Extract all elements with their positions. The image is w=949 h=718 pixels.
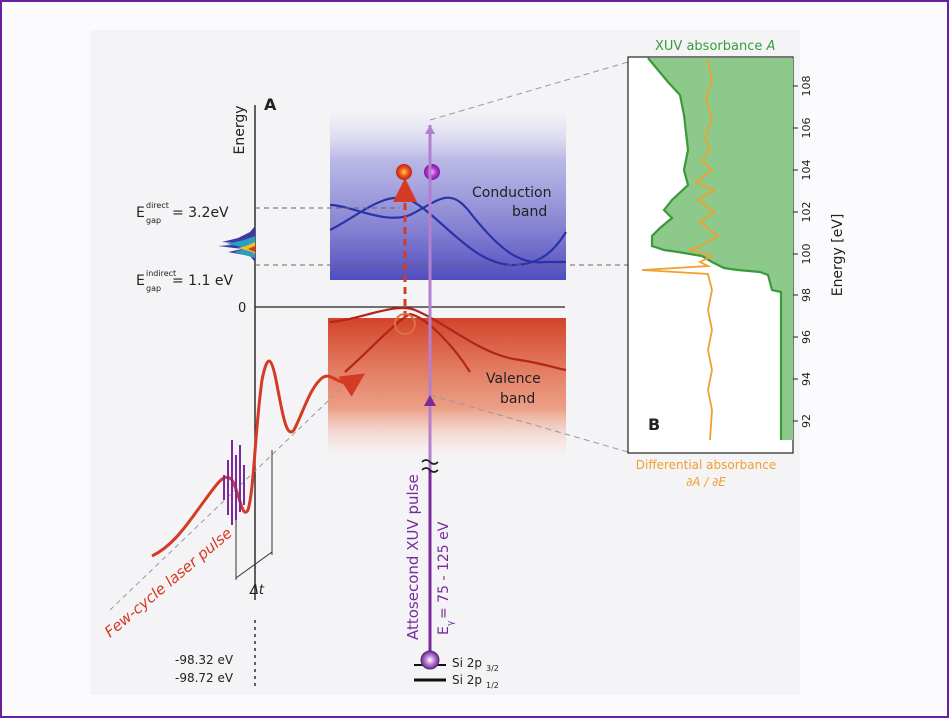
svg-text:= 3.2eV: = 3.2eV [172, 205, 229, 221]
tick-106: 106 [800, 118, 813, 139]
svg-text:= 1.1 eV: = 1.1 eV [172, 273, 234, 289]
tick-92: 92 [800, 414, 813, 428]
axis-break-mark [421, 459, 439, 473]
svg-text:3/2: 3/2 [486, 664, 499, 673]
differential-absorbance-curve [641, 59, 720, 441]
svg-text:indirect: indirect [146, 269, 176, 278]
absorbance-title: XUV absorbance A [655, 39, 775, 54]
xuv-arrow-head [425, 125, 435, 134]
xuv-pulse-label: Attosecond XUV pulse [404, 474, 422, 640]
conduction-band-curve-1 [329, 196, 567, 267]
delay-label: Δt [249, 583, 265, 598]
conduction-band-region [330, 95, 566, 280]
delay-bracket [235, 551, 273, 579]
core-hole-icon [420, 650, 440, 670]
energy-tick-labels: 92 94 96 98 100 102 104 106 108 [800, 76, 813, 429]
svg-text:gap: gap [146, 216, 161, 225]
svg-text:Si 2p: Si 2p [452, 673, 482, 687]
zoom-connector-top [429, 61, 629, 121]
excited-electron-red [396, 164, 412, 180]
panel-a-label: A [264, 95, 277, 114]
panel-b-axis-label: Energy [eV] [830, 214, 846, 297]
tick-94: 94 [800, 372, 813, 386]
conduction-band-label: Conduction [472, 185, 552, 201]
panel-b-label: B [648, 415, 660, 434]
tick-98: 98 [800, 288, 813, 302]
core-energy-3-2: -98.32 eV [175, 653, 234, 667]
svg-text:γ: γ [446, 620, 456, 626]
absorbance-fill [648, 58, 793, 440]
indirect-gap-label: E indirect gap = 1.1 eV [136, 269, 234, 293]
laser-spectrum [218, 226, 255, 262]
absorbance-curve [647, 57, 783, 440]
attosecond-pulse-train [223, 440, 245, 525]
excited-electron-purple [424, 164, 440, 180]
valence-band-label: Valence [486, 371, 541, 387]
zoom-connector-bottom [429, 394, 629, 453]
xuv-arrow-head-lower [424, 395, 436, 406]
conduction-band-label-2: band [512, 204, 547, 220]
conduction-band-curve-2 [329, 196, 566, 264]
direct-gap-label: E direct gap = 3.2eV [136, 201, 229, 225]
tick-104: 104 [800, 160, 813, 181]
tick-100: 100 [800, 244, 813, 265]
svg-text:direct: direct [146, 201, 169, 210]
xuv-energy-label: E γ = 75 - 125 eV [436, 521, 456, 635]
svg-text:E: E [436, 626, 452, 635]
svg-text:1/2: 1/2 [486, 681, 499, 690]
laser-propagation-line [109, 379, 351, 611]
valence-band-label-2: band [500, 391, 535, 407]
hole-circle [394, 313, 416, 335]
core-energy-1-2: -98.72 eV [175, 671, 234, 685]
tick-108: 108 [800, 76, 813, 97]
energy-axis-label: Energy [232, 105, 248, 154]
core-level-1-2-label: Si 2p 1/2 [452, 673, 499, 690]
valence-band-curve-2 [344, 312, 471, 373]
valence-band-curve-1 [329, 306, 567, 372]
tick-96: 96 [800, 330, 813, 344]
zero-label: 0 [238, 301, 246, 316]
svg-text:= 75 - 125 eV: = 75 - 125 eV [436, 521, 452, 619]
svg-text:E: E [136, 205, 145, 221]
differential-absorbance-title: Differential absorbance [636, 458, 776, 472]
core-level-3-2-label: Si 2p 3/2 [452, 656, 499, 673]
differential-absorbance-formula: ∂A / ∂E [686, 475, 726, 489]
svg-text:E: E [136, 273, 145, 289]
laser-pulse-wave [151, 359, 365, 558]
energy-tick-marks [793, 85, 798, 422]
svg-text:gap: gap [146, 284, 161, 293]
svg-text:Si 2p: Si 2p [452, 656, 482, 670]
tick-102: 102 [800, 202, 813, 223]
